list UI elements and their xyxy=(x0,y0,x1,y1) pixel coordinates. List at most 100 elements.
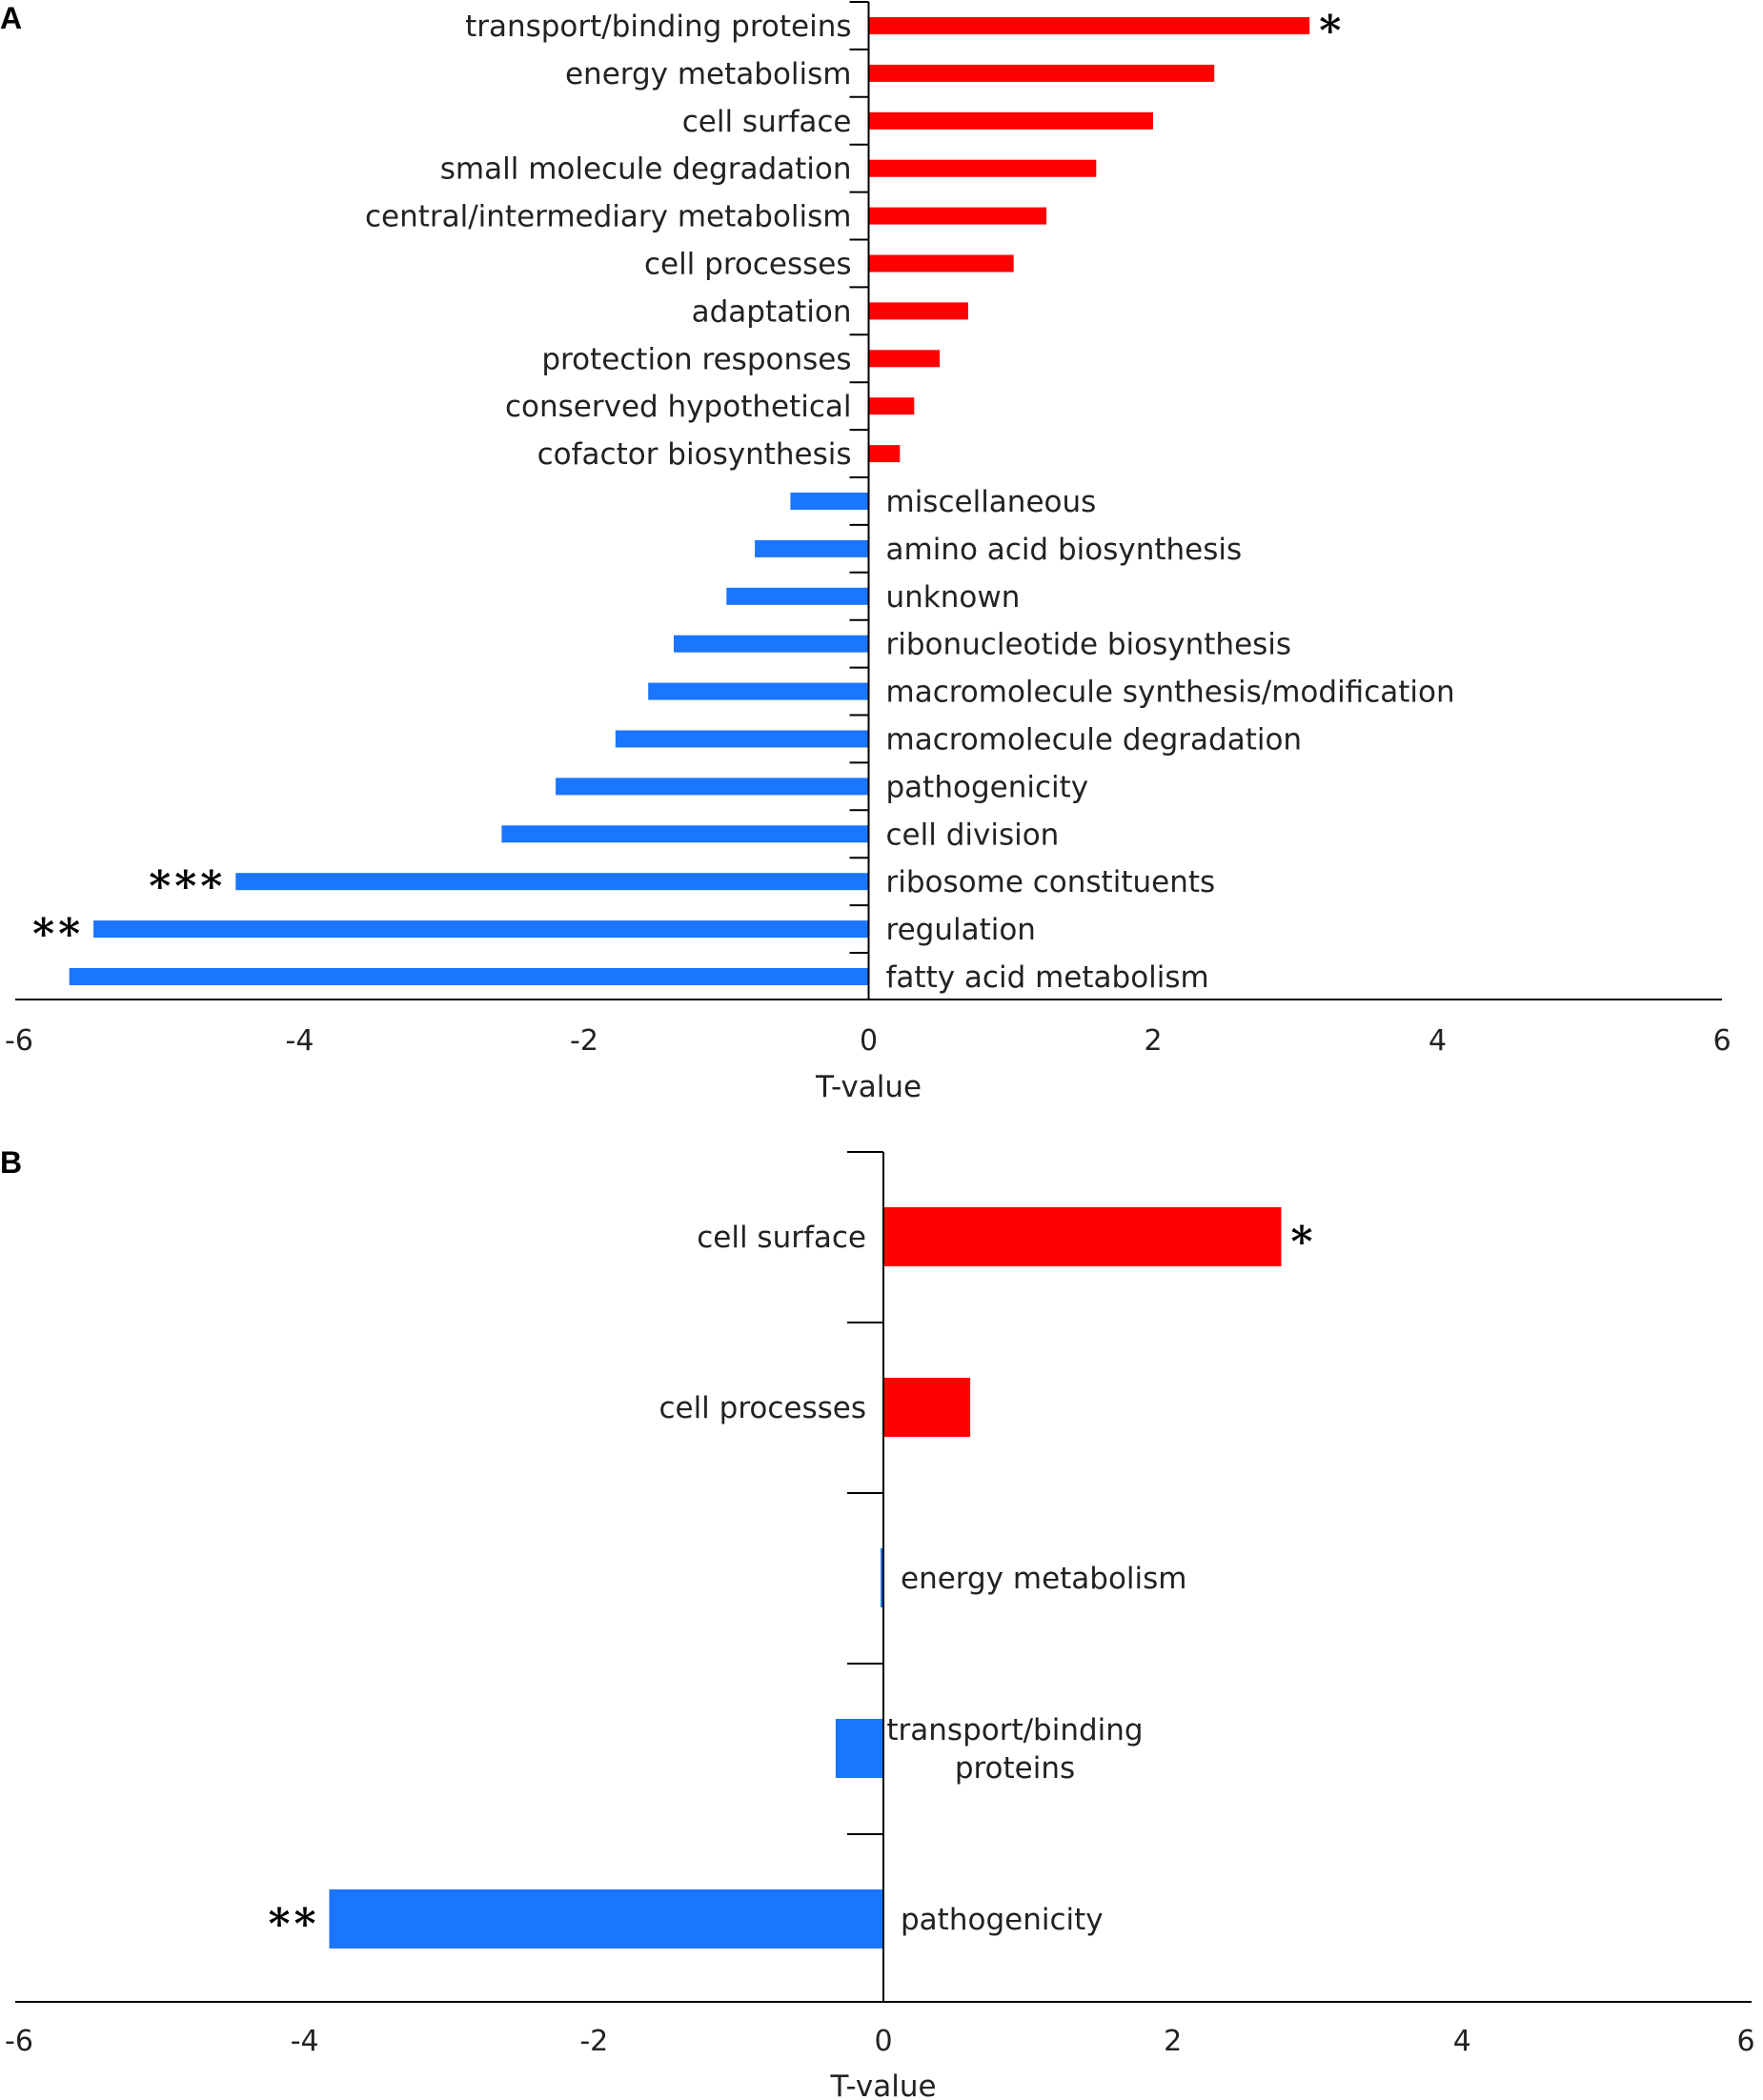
panel-a-category-label: cofactor biosynthesis xyxy=(537,437,852,472)
panel-a-x-tick-label: -4 xyxy=(286,1024,314,1058)
panel-a-bar xyxy=(868,445,901,463)
panel-b-category-label: transport/binding proteins xyxy=(886,1713,1143,1786)
panel-a-category-label-line: small molecule degradation xyxy=(440,152,852,187)
panel-a-letter: A xyxy=(0,1,22,35)
panel-b-bar xyxy=(883,1378,971,1437)
panel-a-category-label: amino acid biosynthesis xyxy=(886,533,1243,567)
panel-b-x-tick-label: 4 xyxy=(1453,2025,1471,2058)
panel-a-bar xyxy=(726,587,869,605)
panel-b-x-axis-title: T-value xyxy=(829,2070,936,2100)
panel-b-category-label: cell surface xyxy=(697,1221,866,1255)
panel-a-bar xyxy=(501,825,869,843)
panel-a-bar xyxy=(790,493,869,510)
panel-a-bar xyxy=(755,539,869,557)
panel-a-x-tick-label: 6 xyxy=(1712,1024,1731,1058)
panel-a-x-tick-label: 2 xyxy=(1144,1024,1162,1058)
panel-a-category-label: adaptation xyxy=(692,294,852,329)
panel-a-category-label-line: fatty acid metabolism xyxy=(886,960,1209,995)
panel-a-category-label-line: cofactor biosynthesis xyxy=(537,437,852,472)
panel-a-category-label-line: protection responses xyxy=(541,342,851,376)
panel-a-category-label-line: macromolecule synthesis/modification xyxy=(886,676,1455,710)
panel-b-x-tick-label: 0 xyxy=(874,2025,892,2058)
panel-a-bar xyxy=(868,254,1014,273)
panel-b-bars xyxy=(329,1207,1282,1949)
panel-a-category-label-line: miscellaneous xyxy=(886,485,1097,519)
panel-a-category-label-line: conserved hypothetical xyxy=(505,390,852,424)
panel-a-bar xyxy=(868,111,1153,130)
panel-a-category-label: pathogenicity xyxy=(886,770,1089,804)
panel-b-category-label: energy metabolism xyxy=(901,1562,1187,1596)
panel-a-bar xyxy=(69,968,869,985)
panel-a-bar xyxy=(235,873,869,891)
panel-a-bar xyxy=(868,17,1310,34)
panel-a-category-label-line: amino acid biosynthesis xyxy=(886,533,1243,567)
panel-a-category-label: regulation xyxy=(886,913,1036,947)
panel-a-bars xyxy=(69,17,1310,985)
panel-a-bar xyxy=(868,207,1047,225)
panel-a-category-label: ribonucleotide biosynthesis xyxy=(886,628,1292,662)
panel-b-letter: B xyxy=(0,1145,22,1180)
panel-a-category-label: macromolecule synthesis/modification xyxy=(886,676,1455,710)
panel-b-category-label-line: proteins xyxy=(955,1751,1075,1786)
panel-a-labels: transport/binding proteins * energy metabo… xyxy=(32,7,1455,995)
panel-a-category-label-line: unknown xyxy=(886,580,1021,615)
panel-a-category-label-line: macromolecule degradation xyxy=(886,723,1303,757)
panel-a-category-label-line: cell processes xyxy=(644,248,852,282)
panel-a-category-label: fatty acid metabolism xyxy=(886,960,1209,995)
panel-a-category-label: central/intermediary metabolism xyxy=(365,200,852,234)
panel-b-category-label-line: pathogenicity xyxy=(901,1903,1104,1937)
panel-b-category-label-line: transport/binding xyxy=(886,1713,1143,1747)
panel-b-category-label-line: cell processes xyxy=(659,1391,866,1425)
panel-a-category-label-line: pathogenicity xyxy=(886,770,1089,804)
panel-a-x-axis-title: T-value xyxy=(815,1070,922,1104)
panel-a-bar xyxy=(868,397,915,415)
panel-b-bar xyxy=(835,1719,883,1778)
panel-b-x-tick-label: -2 xyxy=(579,2025,608,2058)
panel-a-category-label: energy metabolism xyxy=(565,57,852,91)
panel-a-significance-marker: *** xyxy=(149,862,226,911)
panel-a-category-label-line: ribosome constituents xyxy=(886,865,1216,899)
panel-b-significance-marker: ** xyxy=(268,1900,319,1949)
panel-a-category-label-line: energy metabolism xyxy=(565,57,852,91)
panel-a-category-label-line: cell surface xyxy=(682,105,852,139)
panel-a-axes: -6 -4 -2 0 2 4 6 T-value xyxy=(5,1,1732,1104)
panel-a-category-label: miscellaneous xyxy=(886,485,1097,519)
panel-b-category-label-line: energy metabolism xyxy=(901,1562,1187,1596)
panel-b-x-tick-label: 6 xyxy=(1736,2025,1754,2058)
panel-a-category-label-line: cell division xyxy=(886,818,1060,852)
panel-a-bar xyxy=(648,682,869,700)
panel-b-category-label: cell processes xyxy=(659,1391,866,1425)
panel-a-category-label: macromolecule degradation xyxy=(886,723,1303,757)
panel-a-bar xyxy=(868,350,941,368)
panel-b-x-tick-label: -4 xyxy=(291,2025,319,2058)
panel-a-bar xyxy=(868,302,968,320)
panel-a-category-label: transport/binding proteins xyxy=(465,10,851,44)
panel-a-significance-marker: ** xyxy=(32,910,84,959)
panel-b-labels: cell surface * cell processes energy metabo… xyxy=(268,1218,1312,1949)
panel-a-bar xyxy=(93,920,869,939)
panel-a-category-label: small molecule degradation xyxy=(440,152,852,187)
panel-a-category-label-line: ribonucleotide biosynthesis xyxy=(886,628,1292,662)
panel-a-bar xyxy=(868,64,1215,82)
panel-b-bar xyxy=(883,1207,1282,1266)
panel-b-axes: -6 -4 -2 0 2 4 6 T-value xyxy=(5,1151,1755,2100)
panel-a-category-label: conserved hypothetical xyxy=(505,390,852,424)
panel-a-category-label-line: central/intermediary metabolism xyxy=(365,200,852,234)
panel-a-category-label: cell division xyxy=(886,818,1060,852)
panel-a-category-label: cell surface xyxy=(682,105,852,139)
panel-a-category-label: unknown xyxy=(886,580,1021,615)
panel-b-x-tick-label: 2 xyxy=(1164,2025,1182,2058)
panel-a-category-label-line: transport/binding proteins xyxy=(465,10,851,44)
panel-a-x-tick-label: 0 xyxy=(860,1024,878,1058)
panel-a-x-tick-label: -2 xyxy=(570,1024,598,1058)
panel-a-bar xyxy=(615,730,869,748)
panel-b-category-label: pathogenicity xyxy=(901,1903,1104,1937)
panel-a-significance-marker: * xyxy=(1319,7,1345,55)
panel-b-chart: B -6 -4 -2 0 2 4 6 T-value cell surface * cell pr… xyxy=(0,1145,1755,2100)
panel-b-x-tick-label: -6 xyxy=(5,2025,33,2058)
panel-a-bar xyxy=(674,635,869,653)
panel-a-category-label-line: adaptation xyxy=(692,294,852,329)
panel-a-category-label-line: regulation xyxy=(886,913,1036,947)
panel-b-bar xyxy=(329,1889,883,1949)
